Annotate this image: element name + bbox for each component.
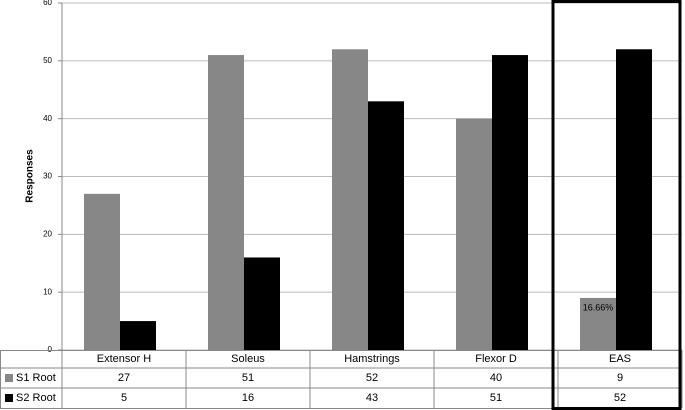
- table-cell: 40: [490, 372, 502, 384]
- table-cell: 16: [242, 392, 254, 404]
- annotation: 96.3%: [621, 54, 647, 64]
- y-axis-label: Responses: [25, 149, 36, 203]
- legend-label: S1 Root: [16, 372, 56, 384]
- y-tick-label: 30: [43, 172, 52, 181]
- y-tick-label: 40: [43, 114, 52, 123]
- table-cell: 9: [617, 372, 623, 384]
- x-tick-label: Soleus: [231, 353, 265, 365]
- table-cell: 51: [242, 372, 254, 384]
- highlight-box: [551, 0, 682, 410]
- table-cell: 43: [366, 392, 378, 404]
- table-cell: 5: [121, 392, 127, 404]
- y-tick-label: 0: [48, 345, 53, 354]
- y-tick-label: 50: [43, 56, 52, 65]
- bar: [84, 193, 120, 350]
- legend-swatch: [5, 374, 13, 382]
- x-tick-label: Hamstrings: [344, 353, 400, 365]
- bar: [368, 101, 404, 350]
- table-cell: 51: [490, 392, 502, 404]
- annotation: 16.66%: [583, 302, 614, 312]
- x-tick-label: Extensor H: [97, 353, 151, 365]
- table-cell: 52: [366, 372, 378, 384]
- y-tick-label: 10: [43, 287, 52, 296]
- bar: [244, 257, 280, 350]
- legend-label: S2 Root: [16, 392, 56, 404]
- bar: [492, 55, 528, 351]
- bar: [208, 55, 244, 351]
- bar: [332, 49, 368, 351]
- y-tick-label: 60: [43, 0, 52, 7]
- x-tick-label: Flexor D: [475, 353, 517, 365]
- bar: [616, 49, 652, 351]
- x-tick-label: EAS: [609, 353, 631, 365]
- bar: [120, 321, 156, 350]
- legend-swatch: [5, 394, 13, 402]
- y-tick-label: 20: [43, 229, 52, 238]
- bar: [580, 297, 616, 350]
- bar: [456, 118, 492, 351]
- table-cell: 27: [118, 372, 130, 384]
- table-cell: 52: [614, 392, 626, 404]
